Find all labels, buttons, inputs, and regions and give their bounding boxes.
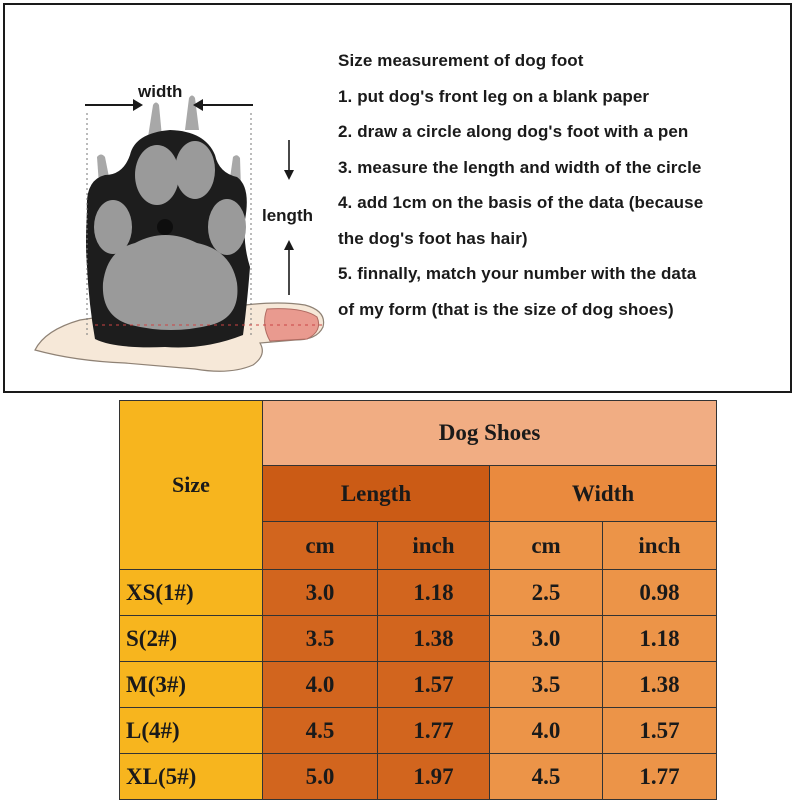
size-chart-table: Size Dog Shoes Length Width cm inch cm i…: [119, 400, 718, 800]
claw: [185, 95, 199, 130]
width-label: width: [137, 82, 182, 101]
width-cm-cell: 3.5: [489, 661, 603, 708]
length-inch-cell: 1.38: [377, 615, 490, 662]
length-cm-cell: 3.5: [262, 615, 378, 662]
length-label: length: [262, 206, 313, 225]
width-cm-cell: 3.0: [489, 615, 603, 662]
table-row: M(3#) 4.0 1.57 3.5 1.38: [119, 661, 718, 708]
length-cm-cell: 4.5: [262, 707, 378, 754]
toe-pad: [135, 145, 179, 205]
size-header: Size: [119, 400, 263, 570]
size-cell: L(4#): [119, 707, 263, 754]
measurement-instructions-panel: width length Size measurement of dog foo…: [3, 3, 792, 393]
toe-pad: [94, 200, 132, 254]
table-row: XS(1#) 3.0 1.18 2.5 0.98: [119, 569, 718, 616]
instruction-step: 4. add 1cm on the basis of the data (bec…: [338, 193, 704, 212]
unit-header-inch: inch: [377, 521, 490, 570]
instruction-step: 1. put dog's front leg on a blank paper: [338, 86, 650, 106]
length-inch-cell: 1.97: [377, 753, 490, 800]
center-dot: [157, 219, 173, 235]
length-cm-cell: 4.0: [262, 661, 378, 708]
instruction-step: of my form (that is the size of dog shoe…: [338, 299, 674, 319]
dog-shoes-header: Dog Shoes: [261, 400, 718, 466]
size-cell: XS(1#): [119, 569, 263, 616]
claw: [148, 102, 162, 137]
width-inch-cell: 1.57: [601, 707, 718, 754]
table-row: L(4#) 4.5 1.77 4.0 1.57: [119, 707, 718, 754]
width-inch-cell: 0.98: [601, 569, 718, 616]
length-cm-cell: 5.0: [262, 753, 378, 800]
length-inch-cell: 1.57: [377, 661, 490, 708]
length-inch-cell: 1.18: [377, 569, 490, 616]
width-inch-cell: 1.18: [601, 615, 718, 662]
width-inch-cell: 1.38: [601, 661, 718, 708]
width-header: Width: [488, 465, 718, 522]
instruction-step: the dog's foot has hair): [338, 228, 528, 248]
paw-measurement-illustration: width length: [34, 82, 325, 372]
length-header: Length: [262, 465, 490, 522]
size-cell: XL(5#): [119, 753, 263, 800]
size-cell: M(3#): [119, 661, 263, 708]
width-cm-cell: 4.0: [489, 707, 603, 754]
width-cm-cell: 4.5: [489, 753, 603, 800]
table-row: S(2#) 3.5 1.38 3.0 1.18: [119, 615, 718, 662]
unit-header-cm: cm: [262, 521, 378, 570]
length-inch-cell: 1.77: [377, 707, 490, 754]
toe-pad: [175, 141, 215, 199]
instruction-title: Size measurement of dog foot: [338, 51, 584, 70]
unit-header-cm: cm: [489, 521, 603, 570]
length-cm-cell: 3.0: [262, 569, 378, 616]
instruction-step: 5. finnally, match your number with the …: [338, 264, 697, 283]
toe-pad: [208, 199, 246, 255]
instruction-step: 2. draw a circle along dog's foot with a…: [338, 122, 689, 141]
instruction-list: Size measurement of dog foot 1. put dog'…: [338, 43, 788, 327]
instruction-step: 3. measure the length and width of the c…: [338, 157, 702, 177]
table-row: XL(5#) 5.0 1.97 4.5 1.77: [119, 753, 718, 800]
width-cm-cell: 2.5: [489, 569, 603, 616]
width-inch-cell: 1.77: [601, 753, 718, 800]
unit-header-inch: inch: [601, 521, 718, 570]
main-pad: [102, 235, 238, 330]
size-cell: S(2#): [119, 615, 263, 662]
